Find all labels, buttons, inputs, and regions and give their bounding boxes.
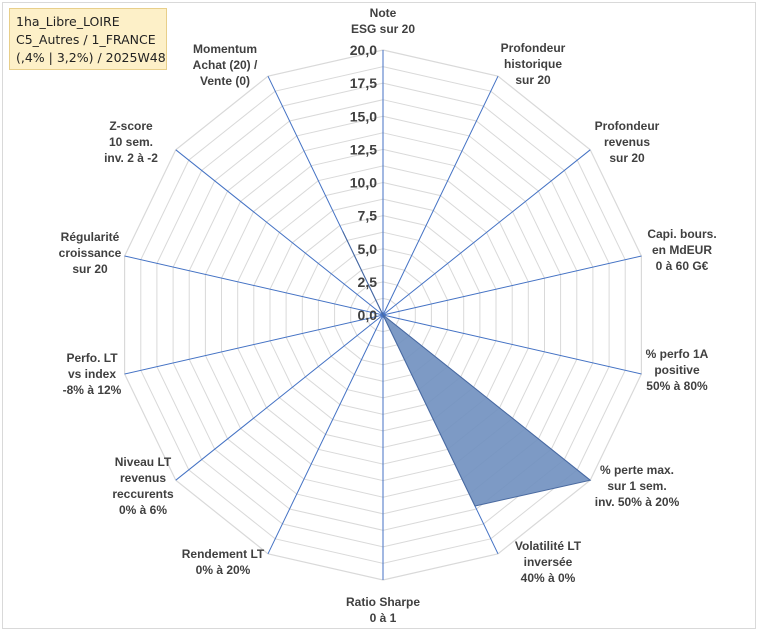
title-line-3: (,4% | 3,2%) / 2025W48: [16, 50, 166, 65]
axis-label-line: 50% à 80%: [646, 379, 708, 393]
axis-label-line: croissance: [59, 246, 122, 260]
axis-label-line: sur 20: [515, 73, 551, 87]
axis-label-line: Momentum: [193, 42, 257, 56]
radar-spokes: [124, 50, 642, 580]
tick-label: 5,0: [358, 241, 378, 257]
axis-label: % perte max. sur 1 sem. inv. 50% à 20%: [595, 463, 680, 509]
title-line-1: 1ha_Libre_LOIRE: [16, 14, 120, 29]
axis-label-line: reccurents: [112, 487, 174, 501]
radar-tick-labels: 0,0 2,5 5,0 7,5 10,0 12,5 15,0 17,5 20,0: [350, 42, 377, 323]
axis-spoke: [382, 314, 642, 375]
axis-label-line: 0% à 20%: [196, 563, 251, 577]
axis-label-line: sur 20: [609, 151, 645, 165]
tick-label: 20,0: [350, 42, 377, 58]
axis-label-line: en MdEUR: [652, 243, 712, 257]
axis-label: Capi. bours. en MdEUR 0 à 60 G€: [647, 227, 716, 273]
axis-label-line: ESG sur 20: [351, 22, 415, 36]
axis-label: Profondeur revenus sur 20: [595, 119, 660, 165]
axis-label: Volatilité LT inversée 40% à 0%: [515, 539, 582, 585]
radar-axis-labels: Note ESG sur 20 Profondeur historique sur 20…: [59, 6, 717, 625]
axis-label-line: 0% à 6%: [119, 503, 167, 517]
axis-label-line: Volatilité LT: [515, 539, 582, 553]
axis-spoke: [124, 314, 384, 375]
axis-label-line: Ratio Sharpe: [346, 595, 420, 609]
axis-label-line: Rendement LT: [182, 547, 265, 561]
axis-label-line: Profondeur: [595, 119, 660, 133]
axis-label-line: Niveau LT: [115, 455, 172, 469]
axis-label-line: sur 1 sem.: [607, 479, 666, 493]
axis-label-line: historique: [504, 57, 562, 71]
tick-label: 0,0: [358, 307, 378, 323]
axis-label-line: Perfo. LT: [66, 351, 118, 365]
axis-label: Z-score 10 sem. inv. 2 à -2: [104, 119, 158, 165]
series-area: [342, 231, 592, 507]
axis-label-line: sur 20: [72, 262, 108, 276]
axis-label: Momentum Achat (20) / Vente (0): [193, 42, 258, 88]
axis-label-line: positive: [654, 363, 700, 377]
axis-label: Rendement LT 0% à 20%: [182, 547, 265, 577]
chart-title-box: 1ha_Libre_LOIRE C5_Autres / 1_FRANCE (,4…: [9, 8, 167, 70]
axis-label-line: -8% à 12%: [63, 383, 122, 397]
title-line-2: C5_Autres / 1_FRANCE: [16, 32, 156, 47]
axis-label-line: revenus: [604, 135, 650, 149]
axis-label-line: % perfo 1A: [646, 347, 709, 361]
axis-label: Niveau LT revenus reccurents 0% à 6%: [112, 455, 174, 517]
axis-spoke: [267, 314, 384, 555]
axis-label-line: % perte max.: [600, 463, 674, 477]
axis-label-line: Z-score: [109, 119, 153, 133]
axis-label-line: 0 à 1: [370, 611, 397, 625]
axis-label: Note ESG sur 20: [351, 6, 415, 36]
axis-label-line: 0 à 60 G€: [656, 259, 709, 273]
axis-label-line: Achat (20) /: [193, 58, 258, 72]
axis-label-line: Capi. bours.: [647, 227, 716, 241]
axis-label-line: Note: [370, 6, 397, 20]
axis-label: % perfo 1A positive 50% à 80%: [646, 347, 709, 393]
axis-label-line: inversée: [524, 555, 573, 569]
axis-label-line: inv. 2 à -2: [104, 151, 158, 165]
tick-label: 10,0: [350, 175, 377, 191]
axis-label-line: inv. 50% à 20%: [595, 495, 680, 509]
radar-series: [342, 231, 592, 507]
tick-label: 7,5: [358, 208, 378, 224]
axis-spoke: [124, 255, 384, 316]
axis-label-line: Vente (0): [200, 74, 250, 88]
axis-spoke: [382, 255, 642, 316]
axis-label-line: Régularité: [61, 230, 120, 244]
axis-spoke: [175, 149, 384, 316]
axis-label-line: vs index: [68, 367, 116, 381]
axis-label: Ratio Sharpe 0 à 1: [346, 595, 420, 625]
axis-label-line: 10 sem.: [109, 135, 153, 149]
axis-spoke: [382, 149, 591, 316]
axis-label-line: 40% à 0%: [521, 571, 576, 585]
axis-label-line: revenus: [120, 471, 166, 485]
tick-label: 12,5: [350, 141, 377, 157]
axis-spoke: [382, 75, 499, 316]
tick-label: 17,5: [350, 75, 377, 91]
axis-label: Perfo. LT vs index -8% à 12%: [63, 351, 122, 397]
axis-label: Profondeur historique sur 20: [501, 41, 566, 87]
axis-label-line: Profondeur: [501, 41, 566, 55]
tick-label: 2,5: [358, 274, 378, 290]
axis-spoke: [175, 314, 384, 481]
tick-label: 15,0: [350, 108, 377, 124]
axis-label: Régularité croissance sur 20: [59, 230, 122, 276]
